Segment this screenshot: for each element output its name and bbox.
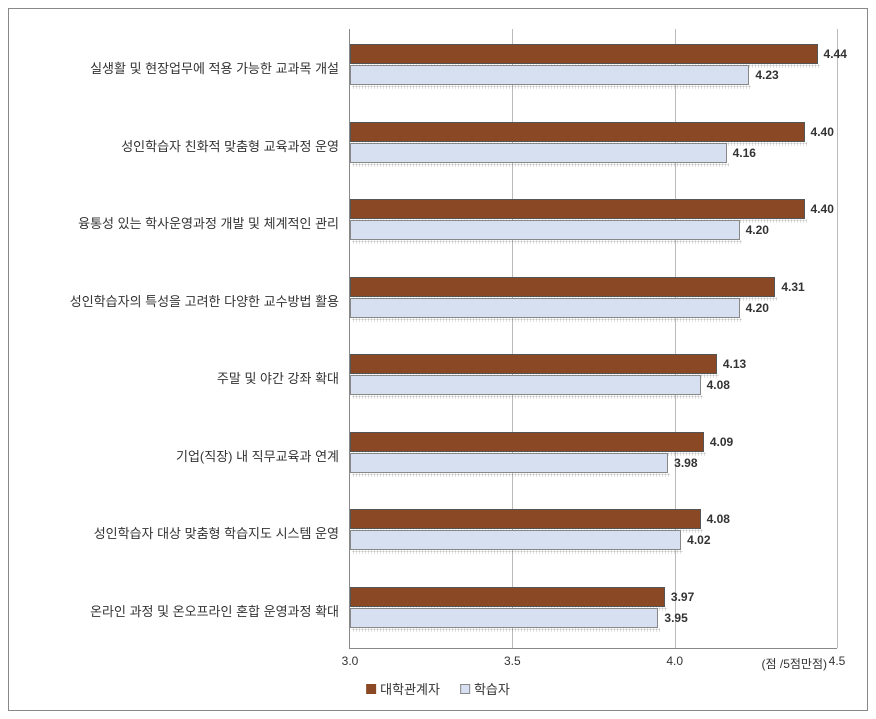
bar-b: 4.20 (350, 220, 740, 240)
category-label: 성인학습자의 특성을 고려한 다양한 교수방법 활용 (70, 262, 339, 340)
bar-group: 4.093.98 (350, 417, 837, 495)
chart-container: 실생활 및 현장업무에 적용 가능한 교과목 개설성인학습자 친화적 맞춤형 교… (8, 8, 868, 711)
bar-fill (350, 453, 668, 473)
bar-shadow (352, 550, 683, 554)
legend-swatch-b (460, 684, 470, 694)
bar-a: 4.13 (350, 354, 717, 374)
bar-fill (350, 199, 805, 219)
axis-note: (점 /5점만점) (762, 655, 828, 672)
category-label: 주말 및 야간 강좌 확대 (217, 339, 339, 417)
bar-b: 4.20 (350, 298, 740, 318)
bar-value-label: 4.09 (704, 435, 733, 449)
legend-swatch-a (366, 684, 376, 694)
category-label: 성인학습자 대상 맞춤형 학습지도 시스템 운영 (94, 494, 339, 572)
legend-label-b: 학습자 (474, 679, 510, 698)
bar-value-label: 4.02 (681, 533, 710, 547)
bar-value-label: 4.40 (805, 125, 834, 139)
category-label: 온라인 과정 및 온오프라인 혼합 운영과정 확대 (90, 572, 339, 650)
bars-area: 3.03.54.04.54.444.234.404.164.404.204.31… (349, 29, 837, 649)
x-tick-label: 4.0 (666, 654, 683, 668)
bar-value-label: 4.20 (740, 301, 769, 315)
legend-item-a: 대학관계자 (366, 679, 440, 698)
bar-value-label: 4.08 (701, 378, 730, 392)
bar-shadow (352, 628, 660, 632)
bar-group: 4.134.08 (350, 339, 837, 417)
bar-value-label: 4.16 (727, 146, 756, 160)
bar-a: 4.08 (350, 509, 701, 529)
bar-fill (350, 277, 775, 297)
bar-shadow (352, 163, 729, 167)
bar-b: 4.02 (350, 530, 681, 550)
bar-group: 4.404.16 (350, 107, 837, 185)
bar-shadow (352, 318, 742, 322)
bar-b: 4.08 (350, 375, 701, 395)
bar-fill (350, 509, 701, 529)
bar-b: 3.95 (350, 608, 658, 628)
y-axis-labels: 실생활 및 현장업무에 적용 가능한 교과목 개설성인학습자 친화적 맞춤형 교… (19, 29, 349, 649)
bar-value-label: 4.44 (818, 47, 847, 61)
bar-group: 4.444.23 (350, 29, 837, 107)
bar-group: 4.314.20 (350, 262, 837, 340)
x-tick-label: 3.5 (504, 654, 521, 668)
bar-value-label: 4.40 (805, 202, 834, 216)
bar-value-label: 4.08 (701, 512, 730, 526)
bar-shadow (352, 240, 742, 244)
bar-value-label: 4.20 (740, 223, 769, 237)
bar-value-label: 3.97 (665, 590, 694, 604)
legend-label-a: 대학관계자 (380, 679, 440, 698)
bar-a: 4.09 (350, 432, 704, 452)
bar-shadow (352, 85, 751, 89)
bar-value-label: 4.23 (749, 68, 778, 82)
bar-group: 4.404.20 (350, 184, 837, 262)
bar-b: 4.16 (350, 143, 727, 163)
bar-fill (350, 432, 704, 452)
bar-b: 3.98 (350, 453, 668, 473)
x-tick-label: 3.0 (342, 654, 359, 668)
bar-fill (350, 530, 681, 550)
x-tick-label: 4.5 (829, 654, 846, 668)
plot-area: 실생활 및 현장업무에 적용 가능한 교과목 개설성인학습자 친화적 맞춤형 교… (19, 29, 837, 649)
bar-value-label: 4.13 (717, 357, 746, 371)
bar-fill (350, 143, 727, 163)
bar-fill (350, 298, 740, 318)
bar-fill (350, 65, 749, 85)
bar-a: 3.97 (350, 587, 665, 607)
bar-a: 4.44 (350, 44, 818, 64)
bar-value-label: 4.31 (775, 280, 804, 294)
bar-group: 3.973.95 (350, 572, 837, 650)
bar-shadow (352, 473, 670, 477)
bar-fill (350, 44, 818, 64)
bar-a: 4.40 (350, 122, 805, 142)
bar-value-label: 3.95 (658, 611, 687, 625)
bar-value-label: 3.98 (668, 456, 697, 470)
category-label: 융통성 있는 학사운영과정 개발 및 체계적인 관리 (78, 184, 339, 262)
legend-item-b: 학습자 (460, 679, 510, 698)
bar-fill (350, 587, 665, 607)
category-label: 실생활 및 현장업무에 적용 가능한 교과목 개설 (90, 29, 339, 107)
category-label: 성인학습자 친화적 맞춤형 교육과정 운영 (121, 107, 339, 185)
bar-fill (350, 608, 658, 628)
category-label: 기업(직장) 내 직무교육과 연계 (176, 417, 339, 495)
bar-group: 4.084.02 (350, 494, 837, 572)
bar-a: 4.40 (350, 199, 805, 219)
bar-fill (350, 354, 717, 374)
bar-fill (350, 375, 701, 395)
bar-a: 4.31 (350, 277, 775, 297)
bar-fill (350, 122, 805, 142)
bar-b: 4.23 (350, 65, 749, 85)
gridline (837, 29, 838, 648)
legend: 대학관계자 학습자 (366, 679, 510, 698)
bar-shadow (352, 395, 703, 399)
bar-fill (350, 220, 740, 240)
